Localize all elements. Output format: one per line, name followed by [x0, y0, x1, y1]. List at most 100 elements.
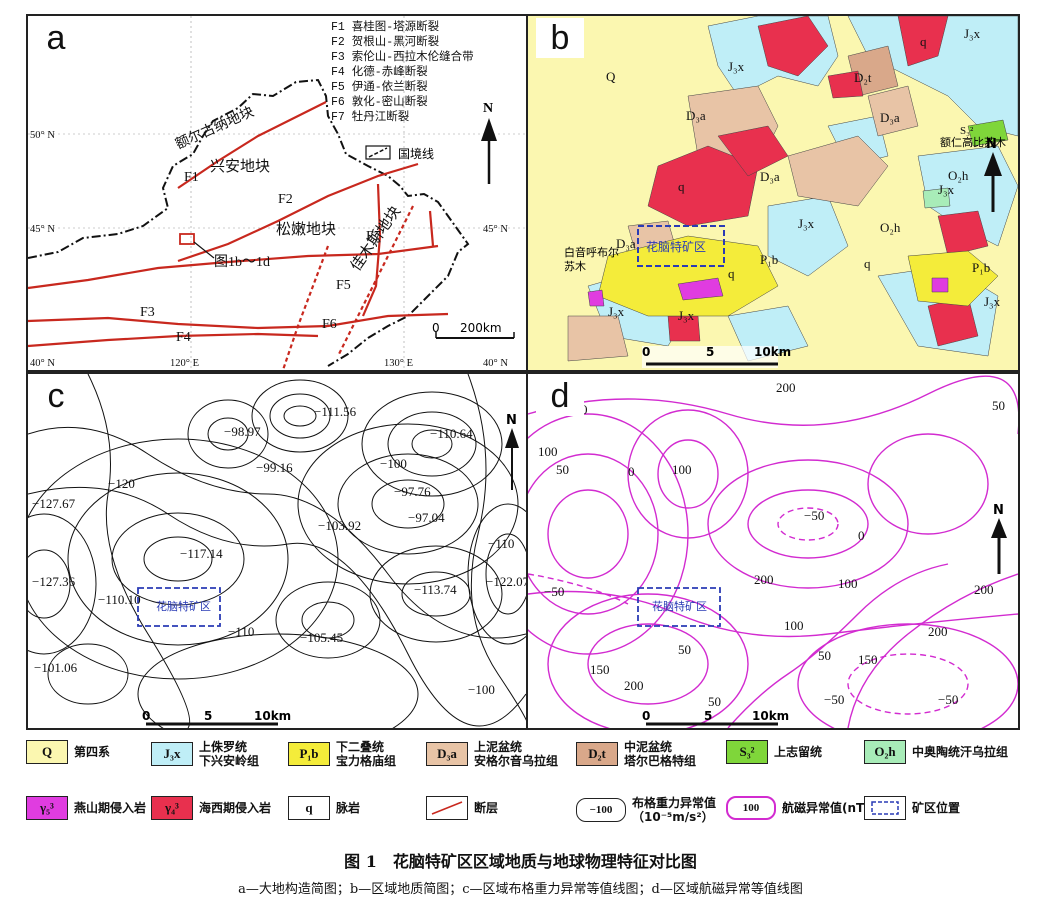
contour-value: −120: [108, 476, 135, 491]
legend-text: 上侏罗统 下兴安岭组: [199, 740, 260, 768]
scale-label: 200km: [460, 321, 502, 335]
panel-d-svg: 花脑特矿区 200 150 100 50 0 100 50 −50 0 −50 …: [528, 375, 1018, 728]
legend-swatch: [426, 796, 468, 820]
legend-swatch: P₁b: [288, 742, 330, 766]
scale-ten: 10km: [752, 709, 789, 723]
unit-label: q: [864, 256, 871, 271]
fault-list-item: F3 索伦山-西拉木伦缝合带: [331, 49, 474, 64]
legend-item-g5: γ₅³ 燕山期侵入岩: [26, 796, 146, 820]
contour-value: −50: [938, 692, 958, 707]
legend-swatch: O₂h: [864, 740, 906, 764]
contour-value: −50: [824, 692, 844, 707]
contour-value: 100: [672, 462, 692, 477]
contour-value: 0: [858, 528, 865, 543]
lon-120: 120° E: [170, 358, 199, 369]
panel-a-label: a: [32, 18, 80, 58]
fault-list-item: F1 喜桂图-塔源断裂: [331, 19, 440, 34]
contour-value: −110: [228, 624, 254, 639]
contour-value: −111.56: [314, 404, 357, 419]
contour-value: 100: [838, 576, 858, 591]
scale-bar-a: 0 200km: [432, 321, 515, 339]
legend-text: 上泥盆统 安格尔音乌拉组: [474, 740, 559, 768]
legend-swatch: S₃²: [726, 740, 768, 764]
contour-value: −103.92: [318, 518, 361, 533]
panel-c-gravity-map: c: [26, 372, 528, 730]
scale-five: 5: [704, 709, 712, 723]
contour-value: 150: [858, 652, 878, 667]
contour-value: 200: [928, 624, 948, 639]
scale-five: 5: [204, 709, 212, 723]
contour-value: 50: [708, 694, 721, 709]
legend-swatch: γ₄³: [151, 796, 193, 820]
figure-caption-title: 图 1 花脑特矿区区域地质与地球物理特征对比图: [344, 852, 697, 871]
contour-value: −50: [804, 508, 824, 523]
legend-text: 上志留统: [774, 745, 823, 759]
scale-bar-b: 0 5 10km: [642, 345, 791, 368]
panel-a-tectonic-map: a 额尔古纳地块 兴安地块 松嫩地块 佳木斯: [26, 14, 528, 372]
unit-label: J₃x: [678, 308, 695, 323]
unit-label: Q: [606, 69, 616, 84]
unit-label: q: [728, 266, 735, 281]
north-label: N: [986, 137, 997, 152]
fault-label-f4: F4: [176, 330, 191, 345]
lat-40: 40° N: [30, 358, 55, 369]
contour-value: −100: [468, 682, 495, 697]
fault-list-item: F2 贺根山-黑河断裂: [331, 34, 440, 49]
unit-label: J₃x: [938, 182, 955, 197]
north-label: N: [483, 101, 493, 116]
contour-value: −105.45: [300, 630, 343, 645]
legend-item-Q: Q 第四系: [26, 740, 110, 764]
place-baiyin-2: 苏木: [564, 260, 586, 273]
panel-b-svg: 花脑特矿区 Q J₃x D₂t J₃x q D₃a D₃a D₃a q S₃² …: [528, 16, 1018, 370]
lat-45-right: 45° N: [483, 224, 508, 235]
unit-label: J₃x: [964, 26, 981, 41]
panel-c-label: c: [32, 376, 80, 416]
contour-value: −97.76: [394, 484, 431, 499]
unit-label: q: [920, 34, 927, 49]
north-arrow-b: N: [984, 137, 1002, 212]
scale-bar-c: 0 5 10km: [142, 709, 291, 726]
legend-item-g4: γ₄³ 海西期侵入岩: [151, 796, 271, 820]
unit-label: D₃a: [880, 110, 900, 125]
contour-value: 0: [628, 464, 635, 479]
fault-label-f6: F6: [322, 317, 337, 332]
contour-value: −100: [380, 456, 407, 471]
fault-list: F1 喜桂图-塔源断裂 F2 贺根山-黑河断裂 F3 索伦山-西拉木伦缝合带 F…: [331, 19, 474, 124]
contour-value: −117.14: [180, 546, 223, 561]
place-eren: 额仁高比苏木: [940, 135, 1006, 149]
north-arrow-d: N: [991, 503, 1007, 574]
scale-zero: 0: [432, 321, 440, 335]
contour-value: −110.64: [430, 426, 473, 441]
unit-label: O₂h: [948, 168, 969, 183]
legend-swatch: J₃x: [151, 742, 193, 766]
legend-swatch: [864, 796, 906, 820]
fault-list-item: F4 化德-赤峰断裂: [331, 64, 428, 79]
unit-label: P₁b: [760, 252, 778, 267]
contour-value: 150: [590, 662, 610, 677]
legend-swatch: 100: [726, 796, 776, 820]
panel-b-label: b: [536, 18, 584, 58]
legend: Q 第四系 J₃x 上侏罗统 下兴安岭组 P₁b 下二叠统 宝力格庙组 D₃a 上泥盆统…: [26, 740, 1020, 832]
contour-value: −50: [544, 584, 564, 599]
legend-item-D2t: D₂t 中泥盆统 塔尔巴格特组: [576, 740, 696, 768]
scale-zero: 0: [142, 709, 150, 723]
unit-label: J₃x: [798, 216, 815, 231]
legend-swatch: Q: [26, 740, 68, 764]
legend-text: 中泥盆统 塔尔巴格特组: [624, 740, 697, 768]
north-arrow-a: N: [481, 101, 497, 184]
contour-value: 200: [754, 572, 774, 587]
legend-text: 海西期侵入岩: [199, 801, 272, 815]
legend-text: 航磁异常值(nT): [782, 801, 870, 815]
legend-item-mine: 矿区位置: [864, 796, 960, 820]
unit-label: J₃x: [984, 294, 1001, 309]
north-arrow-c: N: [505, 413, 519, 490]
unit-label: q: [678, 179, 685, 194]
scale-zero: 0: [642, 709, 650, 723]
contour-value: −122.07: [486, 574, 526, 589]
contour-value: −113.74: [414, 582, 457, 597]
lat-40-right: 40° N: [483, 358, 508, 369]
legend-swatch: γ₅³: [26, 796, 68, 820]
place-baiyin-1: 白音呼布尔: [564, 245, 619, 259]
fault-label-f5: F5: [336, 278, 351, 293]
legend-item-gravity: −100 布格重力异常值 （10⁻⁵m/s²）: [576, 796, 716, 824]
